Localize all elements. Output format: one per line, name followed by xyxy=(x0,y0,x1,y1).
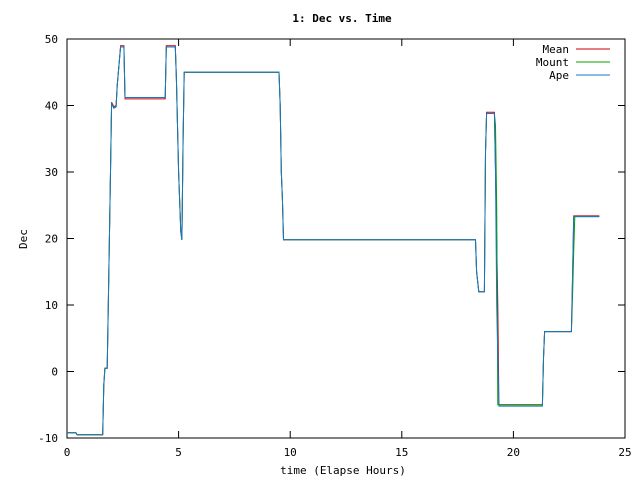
x-tick-label: 0 xyxy=(64,446,71,459)
legend-label-ape: Ape xyxy=(549,69,569,82)
y-tick-label: 10 xyxy=(45,299,58,312)
y-tick-label: 30 xyxy=(45,166,58,179)
x-tick-label: 5 xyxy=(175,446,182,459)
x-tick-label: 10 xyxy=(284,446,297,459)
series-line-mount xyxy=(67,46,600,436)
x-tick-label: 20 xyxy=(507,446,520,459)
x-axis-label: time (Elapse Hours) xyxy=(280,464,406,477)
y-tick-label: 50 xyxy=(45,33,58,46)
y-tick-label: 20 xyxy=(45,233,58,246)
y-tick-label: -10 xyxy=(38,432,58,445)
series-line-ape xyxy=(67,46,600,436)
x-tick-label: 25 xyxy=(618,446,631,459)
y-tick-label: 40 xyxy=(45,100,58,113)
series-layer xyxy=(67,45,600,436)
y-axis-label: Dec xyxy=(17,229,30,249)
legend-label-mount: Mount xyxy=(536,56,569,69)
chart-title: 1: Dec vs. Time xyxy=(292,12,392,25)
x-tick-label: 15 xyxy=(395,446,408,459)
axis-ticks: 0 5 10 15 20 25 -10 0 10 20 30 40 50 xyxy=(38,33,632,459)
legend-label-mean: Mean xyxy=(543,43,570,56)
y-tick-label: 0 xyxy=(51,366,58,379)
